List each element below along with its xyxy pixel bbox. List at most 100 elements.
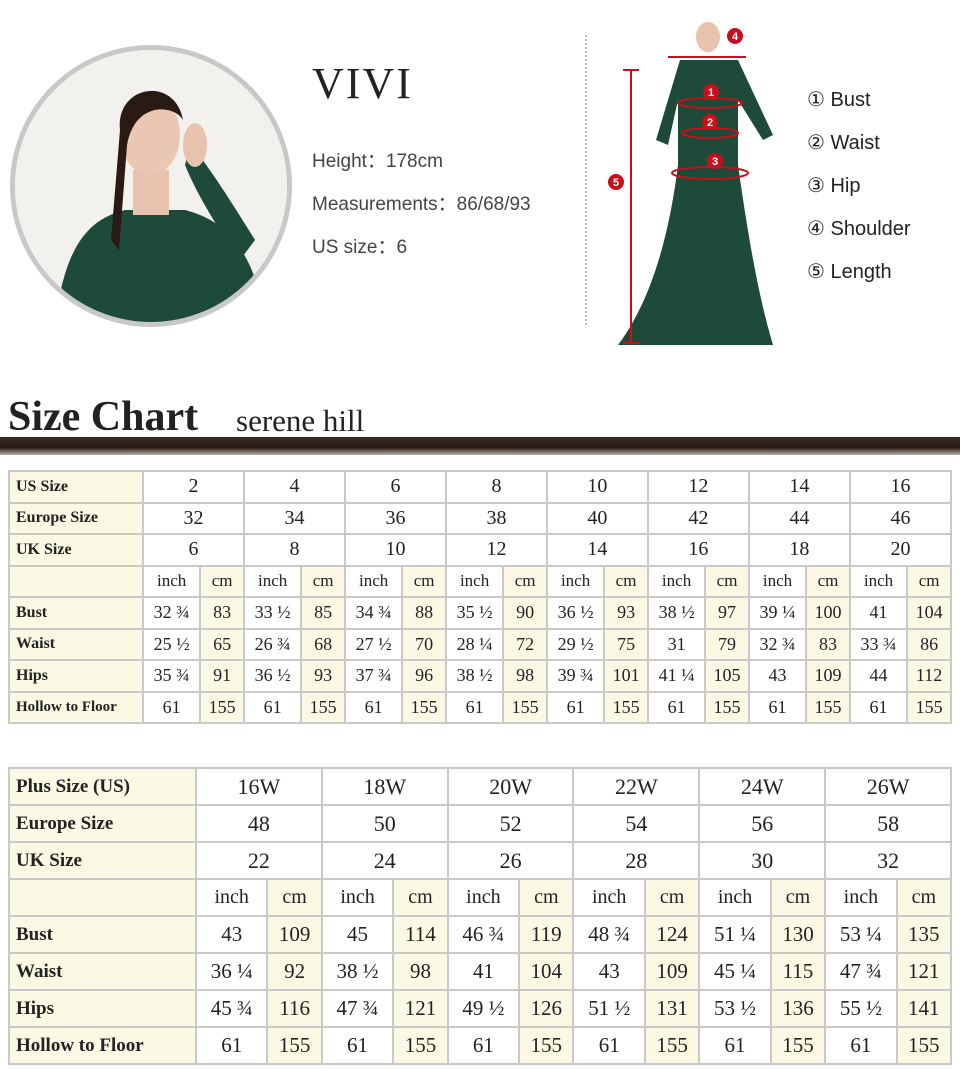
value-cell: 38 ½ — [444, 659, 505, 693]
value-cell: 116 — [266, 989, 323, 1028]
value-cell: 114 — [392, 915, 449, 954]
value-cell: 155 — [643, 1026, 701, 1065]
model-measurements: Measurements：86/68/93 — [312, 194, 531, 215]
unit-inch: inch — [194, 878, 269, 917]
model-name: VIVI — [312, 59, 413, 108]
value-cell: 121 — [895, 952, 953, 991]
size-cell: 20 — [848, 533, 953, 567]
value-cell: 37 ¾ — [343, 659, 404, 693]
marker-5: 5 — [613, 177, 619, 189]
value-cell: 105 — [704, 659, 750, 693]
size-cell: 8 — [242, 533, 346, 567]
value-cell: 104 — [906, 596, 952, 630]
value-cell: 45 — [320, 915, 395, 954]
plus-size-table: Plus Size (US) 16W 18W 20W 22W 24W 26W Europe S… — [8, 767, 953, 1065]
header-row: Plus Size (US) 16W 18W 20W 22W 24W 26W — [8, 767, 952, 806]
value-cell: 155 — [603, 690, 649, 724]
unit-inch: inch — [747, 564, 808, 598]
row-label: Bust — [8, 915, 197, 954]
value-cell: 61 — [141, 690, 202, 724]
unit-inch: inch — [646, 564, 707, 598]
unit-inch: inch — [141, 564, 202, 598]
size-cell: 32 — [824, 841, 952, 880]
marker-3: 3 — [712, 156, 718, 168]
row-label: Europe Size — [8, 804, 197, 843]
value-cell: 41 ¼ — [646, 659, 707, 693]
header-row: US Size 2 4 6 8 10 12 14 16 — [8, 470, 953, 504]
value-cell: 155 — [300, 690, 346, 724]
model-height: Height：178cm — [312, 151, 443, 172]
value-cell: 38 ½ — [320, 952, 395, 991]
unit-cm: cm — [199, 564, 245, 598]
unit-cm: cm — [895, 878, 953, 917]
value-cell: 155 — [895, 1026, 953, 1065]
unit-inch: inch — [824, 878, 898, 917]
value-cell: 28 ¼ — [444, 627, 505, 661]
value-cell: 98 — [392, 952, 449, 991]
unit-inch: inch — [572, 878, 646, 917]
table-row: Waist 25 ½ 65 26 ¾ 68 27 ½ 70 28 ¼ 72 29 ½ 75 31 79 3… — [8, 627, 952, 661]
value-cell: 49 ½ — [446, 989, 521, 1028]
value-cell: 61 — [446, 1026, 521, 1065]
unit-cm: cm — [704, 564, 750, 598]
value-cell: 26 ¾ — [242, 627, 303, 661]
size-cell: 16W — [195, 767, 323, 806]
size-cell: 6 — [343, 470, 447, 504]
value-cell: 155 — [769, 1026, 827, 1065]
table-row: Hips 45 ¾ 116 47 ¾ 121 49 ½ 126 51 ½ 131 53 ½ 136 5… — [8, 989, 953, 1028]
header-row: Europe Size 48 50 52 54 56 58 — [8, 804, 952, 843]
table-row: Bust 32 ¾ 83 33 ½ 85 34 ¾ 88 35 ½ 90 36 ½ 93 38 ½ 97… — [8, 596, 952, 630]
value-cell: 41 — [848, 596, 909, 630]
row-label: US Size — [8, 470, 144, 504]
row-label: Waist — [8, 627, 144, 661]
value-cell: 124 — [643, 915, 701, 954]
value-cell: 39 ¾ — [545, 659, 606, 693]
size-cell: 6 — [142, 533, 245, 567]
value-cell: 61 — [343, 690, 404, 724]
value-cell: 47 ¾ — [320, 989, 395, 1028]
unit-cm: cm — [401, 564, 447, 598]
size-cell: 10 — [343, 533, 447, 567]
value-cell: 130 — [769, 915, 827, 954]
value-cell: 51 ¼ — [698, 915, 772, 954]
value-cell: 131 — [643, 989, 701, 1028]
unit-inch: inch — [446, 878, 521, 917]
value-cell: 45 ¼ — [698, 952, 772, 991]
divider — [585, 35, 587, 325]
legend-waist: ② Waist — [807, 132, 880, 154]
value-cell: 121 — [392, 989, 449, 1028]
value-cell: 155 — [266, 1026, 323, 1065]
value-cell: 109 — [266, 915, 323, 954]
row-label: Hips — [8, 659, 144, 693]
row-label-empty — [8, 878, 197, 917]
value-cell: 41 — [446, 952, 521, 991]
value-cell: 29 ½ — [545, 627, 606, 661]
value-cell: 61 — [698, 1026, 772, 1065]
standard-size-table: US Size 2 4 6 8 10 12 14 16 Europe Size 32 34 36 38 40… — [8, 470, 953, 724]
legend-bust: ① Bust — [807, 89, 871, 111]
value-cell: 61 — [545, 690, 606, 724]
value-cell: 136 — [769, 989, 827, 1028]
unit-inch: inch — [545, 564, 606, 598]
value-cell: 51 ½ — [572, 989, 646, 1028]
value-cell: 109 — [805, 659, 851, 693]
size-cell: 56 — [698, 804, 827, 843]
value-cell: 45 ¾ — [194, 989, 269, 1028]
unit-inch: inch — [343, 564, 404, 598]
size-cell: 42 — [646, 501, 750, 535]
value-cell: 93 — [603, 596, 649, 630]
unit-cm: cm — [805, 564, 851, 598]
value-cell: 135 — [895, 915, 953, 954]
marker-4: 4 — [732, 31, 739, 43]
size-cell: 46 — [848, 501, 953, 535]
size-cell: 34 — [242, 501, 346, 535]
size-cell: 54 — [572, 804, 701, 843]
value-cell: 155 — [401, 690, 447, 724]
unit-inch: inch — [698, 878, 772, 917]
brand-name: serene hill — [236, 403, 365, 438]
value-cell: 155 — [199, 690, 245, 724]
size-cell: 14 — [747, 470, 851, 504]
unit-inch: inch — [320, 878, 395, 917]
size-cell: 8 — [444, 470, 548, 504]
